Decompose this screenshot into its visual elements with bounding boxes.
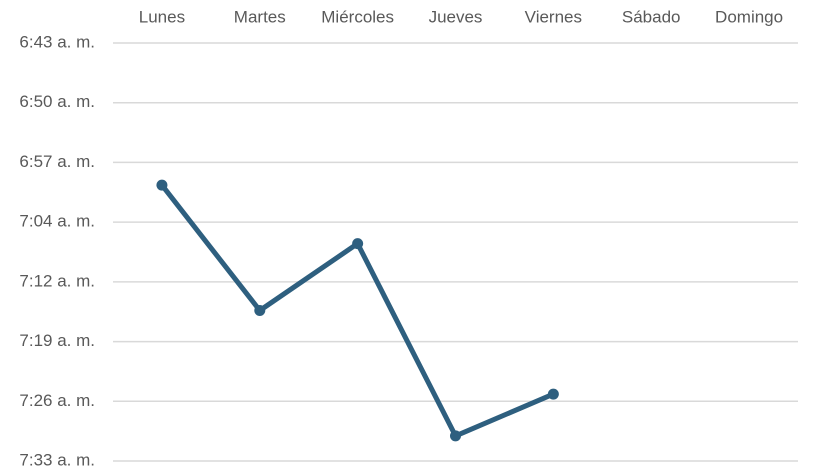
data-point xyxy=(450,430,461,441)
series xyxy=(156,180,558,442)
y-axis-tick-labels: 6:43 a. m. 6:50 a. m. 6:57 a. m. 7:04 a. m.… xyxy=(19,32,95,469)
data-point xyxy=(156,180,167,191)
data-point xyxy=(352,238,363,249)
x-tick-label: Domingo xyxy=(715,7,783,26)
x-tick-label: Lunes xyxy=(139,7,185,26)
x-tick-label: Sábado xyxy=(622,7,681,26)
x-tick-label: Viernes xyxy=(525,7,582,26)
y-tick-label: 6:43 a. m. xyxy=(19,32,95,51)
x-tick-label: Martes xyxy=(234,7,286,26)
y-tick-label: 7:04 a. m. xyxy=(19,212,95,231)
y-tick-label: 7:33 a. m. xyxy=(19,450,95,469)
x-axis-tick-labels: Lunes Martes Miércoles Jueves Viernes Sábado D… xyxy=(139,7,783,26)
y-tick-label: 7:19 a. m. xyxy=(19,331,95,350)
y-tick-label: 6:57 a. m. xyxy=(19,152,95,171)
x-tick-label: Jueves xyxy=(429,7,483,26)
x-tick-label: Miércoles xyxy=(321,7,394,26)
data-point xyxy=(254,305,265,316)
y-tick-label: 7:26 a. m. xyxy=(19,391,95,410)
data-point xyxy=(548,389,559,400)
y-tick-label: 7:12 a. m. xyxy=(19,271,95,290)
y-tick-label: 6:50 a. m. xyxy=(19,92,95,111)
